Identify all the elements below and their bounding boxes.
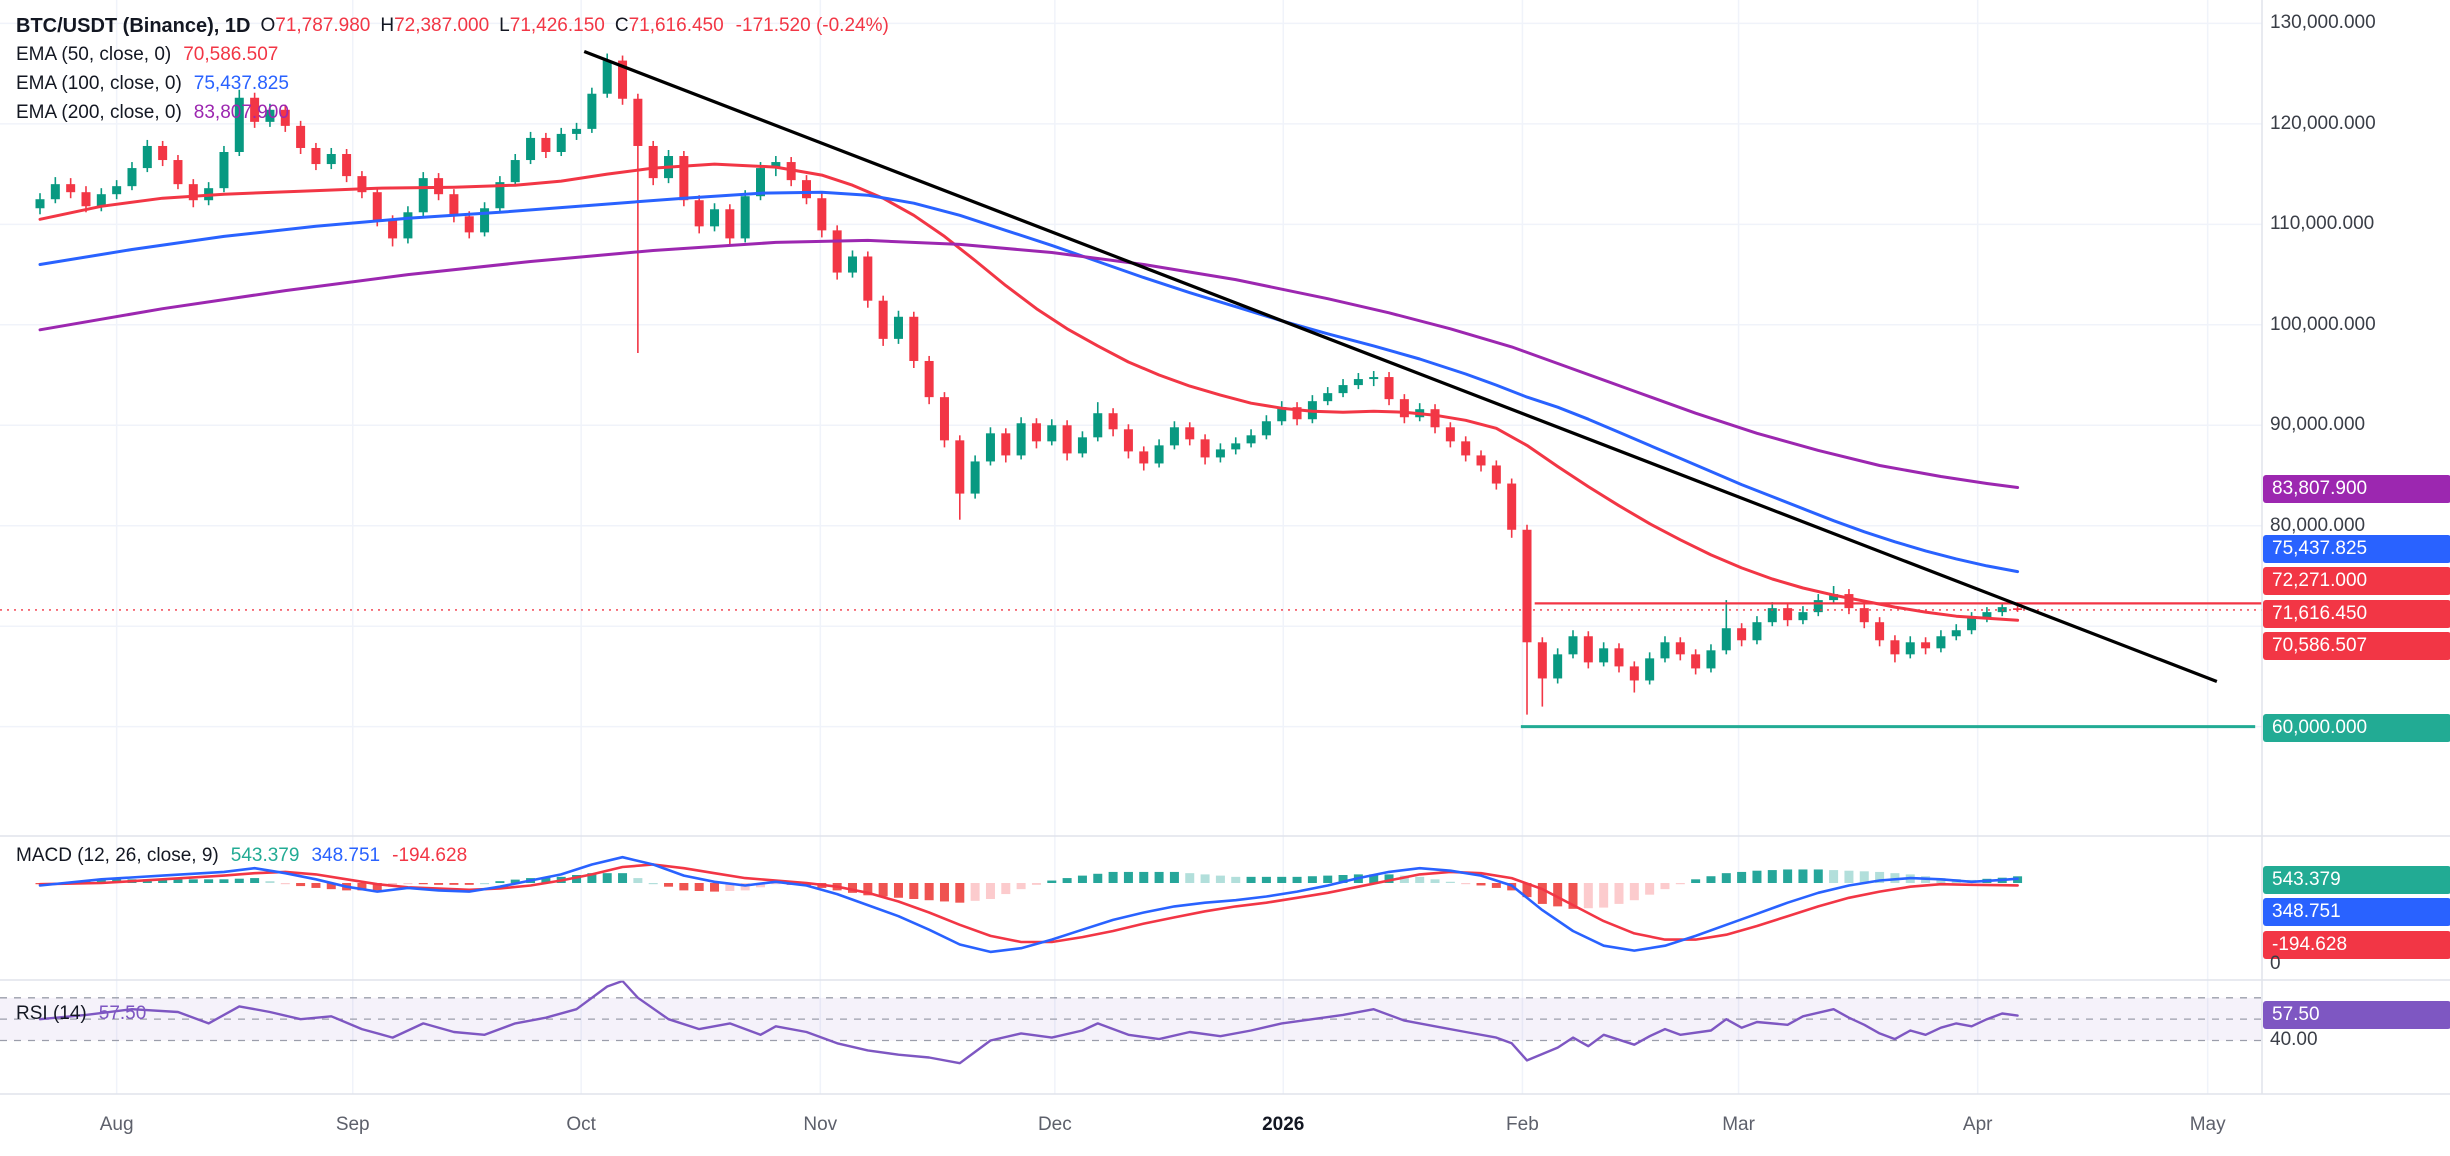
main-legend: BTC/USDT (Binance), 1D O 71,787.980 H 72,3… xyxy=(16,12,889,127)
macd-hist-value: 543.379 xyxy=(230,845,300,866)
price-axis-label: 130,000.000 xyxy=(2270,12,2376,34)
rsi-label: RSI (14) xyxy=(16,1003,87,1024)
time-axis-label: Sep xyxy=(335,1114,370,1135)
ema50-legend-row[interactable]: EMA (50, close, 0) 70,586.507 xyxy=(16,41,889,69)
price-axis-badge: 83,807.900 xyxy=(2263,475,2450,503)
price-axis-label: 90,000.000 xyxy=(2270,414,2366,436)
time-axis-label: May xyxy=(2189,1114,2226,1135)
price-axis-badge: 75,437.825 xyxy=(2263,535,2450,563)
time-axis-label: 2026 xyxy=(1262,1114,1305,1135)
high-label: H xyxy=(380,15,395,36)
rsi-axis-badge: 57.50 xyxy=(2263,1001,2450,1029)
time-axis-label: Feb xyxy=(1506,1114,1539,1135)
ema200-label: EMA (200, close, 0) xyxy=(16,102,182,123)
macd-axis-zero-label: 0 xyxy=(2270,953,2281,974)
time-axis-label: Nov xyxy=(803,1114,838,1135)
price-axis-badge: 70,586.507 xyxy=(2263,632,2450,660)
macd-signal-value: -194.628 xyxy=(392,845,468,866)
rsi-legend-row[interactable]: RSI (14) 57.50 xyxy=(16,1000,146,1028)
symbol-title: BTC/USDT (Binance), 1D xyxy=(16,14,251,37)
time-axis-label: Mar xyxy=(1722,1114,1755,1135)
ema200-value: 83,807.900 xyxy=(193,102,289,123)
price-axis-badge: 72,271.000 xyxy=(2263,567,2450,595)
low-value: 71,426.150 xyxy=(509,15,605,36)
macd-axis-badge: -194.628 xyxy=(2263,931,2450,959)
ema50-label: EMA (50, close, 0) xyxy=(16,44,172,65)
ema100-legend-row[interactable]: EMA (100, close, 0) 75,437.825 xyxy=(16,70,889,98)
price-axis-badge: 60,000.000 xyxy=(2263,714,2450,742)
price-axis-label: 110,000.000 xyxy=(2270,213,2375,235)
price-axis-label: 120,000.000 xyxy=(2270,112,2376,134)
price-axis-label: 80,000.000 xyxy=(2270,514,2366,536)
high-value: 72,387.000 xyxy=(394,15,490,36)
macd-line-value: 348.751 xyxy=(311,845,381,866)
symbol-legend-row[interactable]: BTC/USDT (Binance), 1D O 71,787.980 H 72,3… xyxy=(16,12,889,40)
ema100-value: 75,437.825 xyxy=(193,73,289,94)
change-value: -171.520 (-0.24%) xyxy=(735,15,889,36)
price-axis-label: 100,000.000 xyxy=(2270,313,2376,335)
price-axis-badge: 71,616.450 xyxy=(2263,600,2450,628)
open-label: O xyxy=(260,15,276,36)
rsi-axis-label: 40.00 xyxy=(2270,1029,2318,1050)
low-label: L xyxy=(499,15,510,36)
macd-axis-badge: 543.379 xyxy=(2263,866,2450,894)
rsi-value: 57.50 xyxy=(98,1003,147,1024)
time-axis-label: Dec xyxy=(1037,1114,1072,1135)
time-axis-label: Aug xyxy=(99,1114,134,1135)
ema200-legend-row[interactable]: EMA (200, close, 0) 83,807.900 xyxy=(16,99,889,127)
open-value: 71,787.980 xyxy=(275,15,371,36)
close-label: C xyxy=(614,15,629,36)
macd-axis-badge: 348.751 xyxy=(2263,898,2450,926)
ema100-label: EMA (100, close, 0) xyxy=(16,73,182,94)
macd-legend-row[interactable]: MACD (12, 26, close, 9) 543.379 348.751 … xyxy=(16,842,467,870)
macd-legend: MACD (12, 26, close, 9) 543.379 348.751 … xyxy=(16,842,467,870)
close-value: 71,616.450 xyxy=(628,15,724,36)
time-axis-label: Apr xyxy=(1962,1114,1993,1135)
macd-label: MACD (12, 26, close, 9) xyxy=(16,845,219,866)
time-axis-label: Oct xyxy=(566,1114,596,1135)
ema50-value: 70,586.507 xyxy=(183,44,279,65)
rsi-legend: RSI (14) 57.50 xyxy=(16,1000,146,1028)
